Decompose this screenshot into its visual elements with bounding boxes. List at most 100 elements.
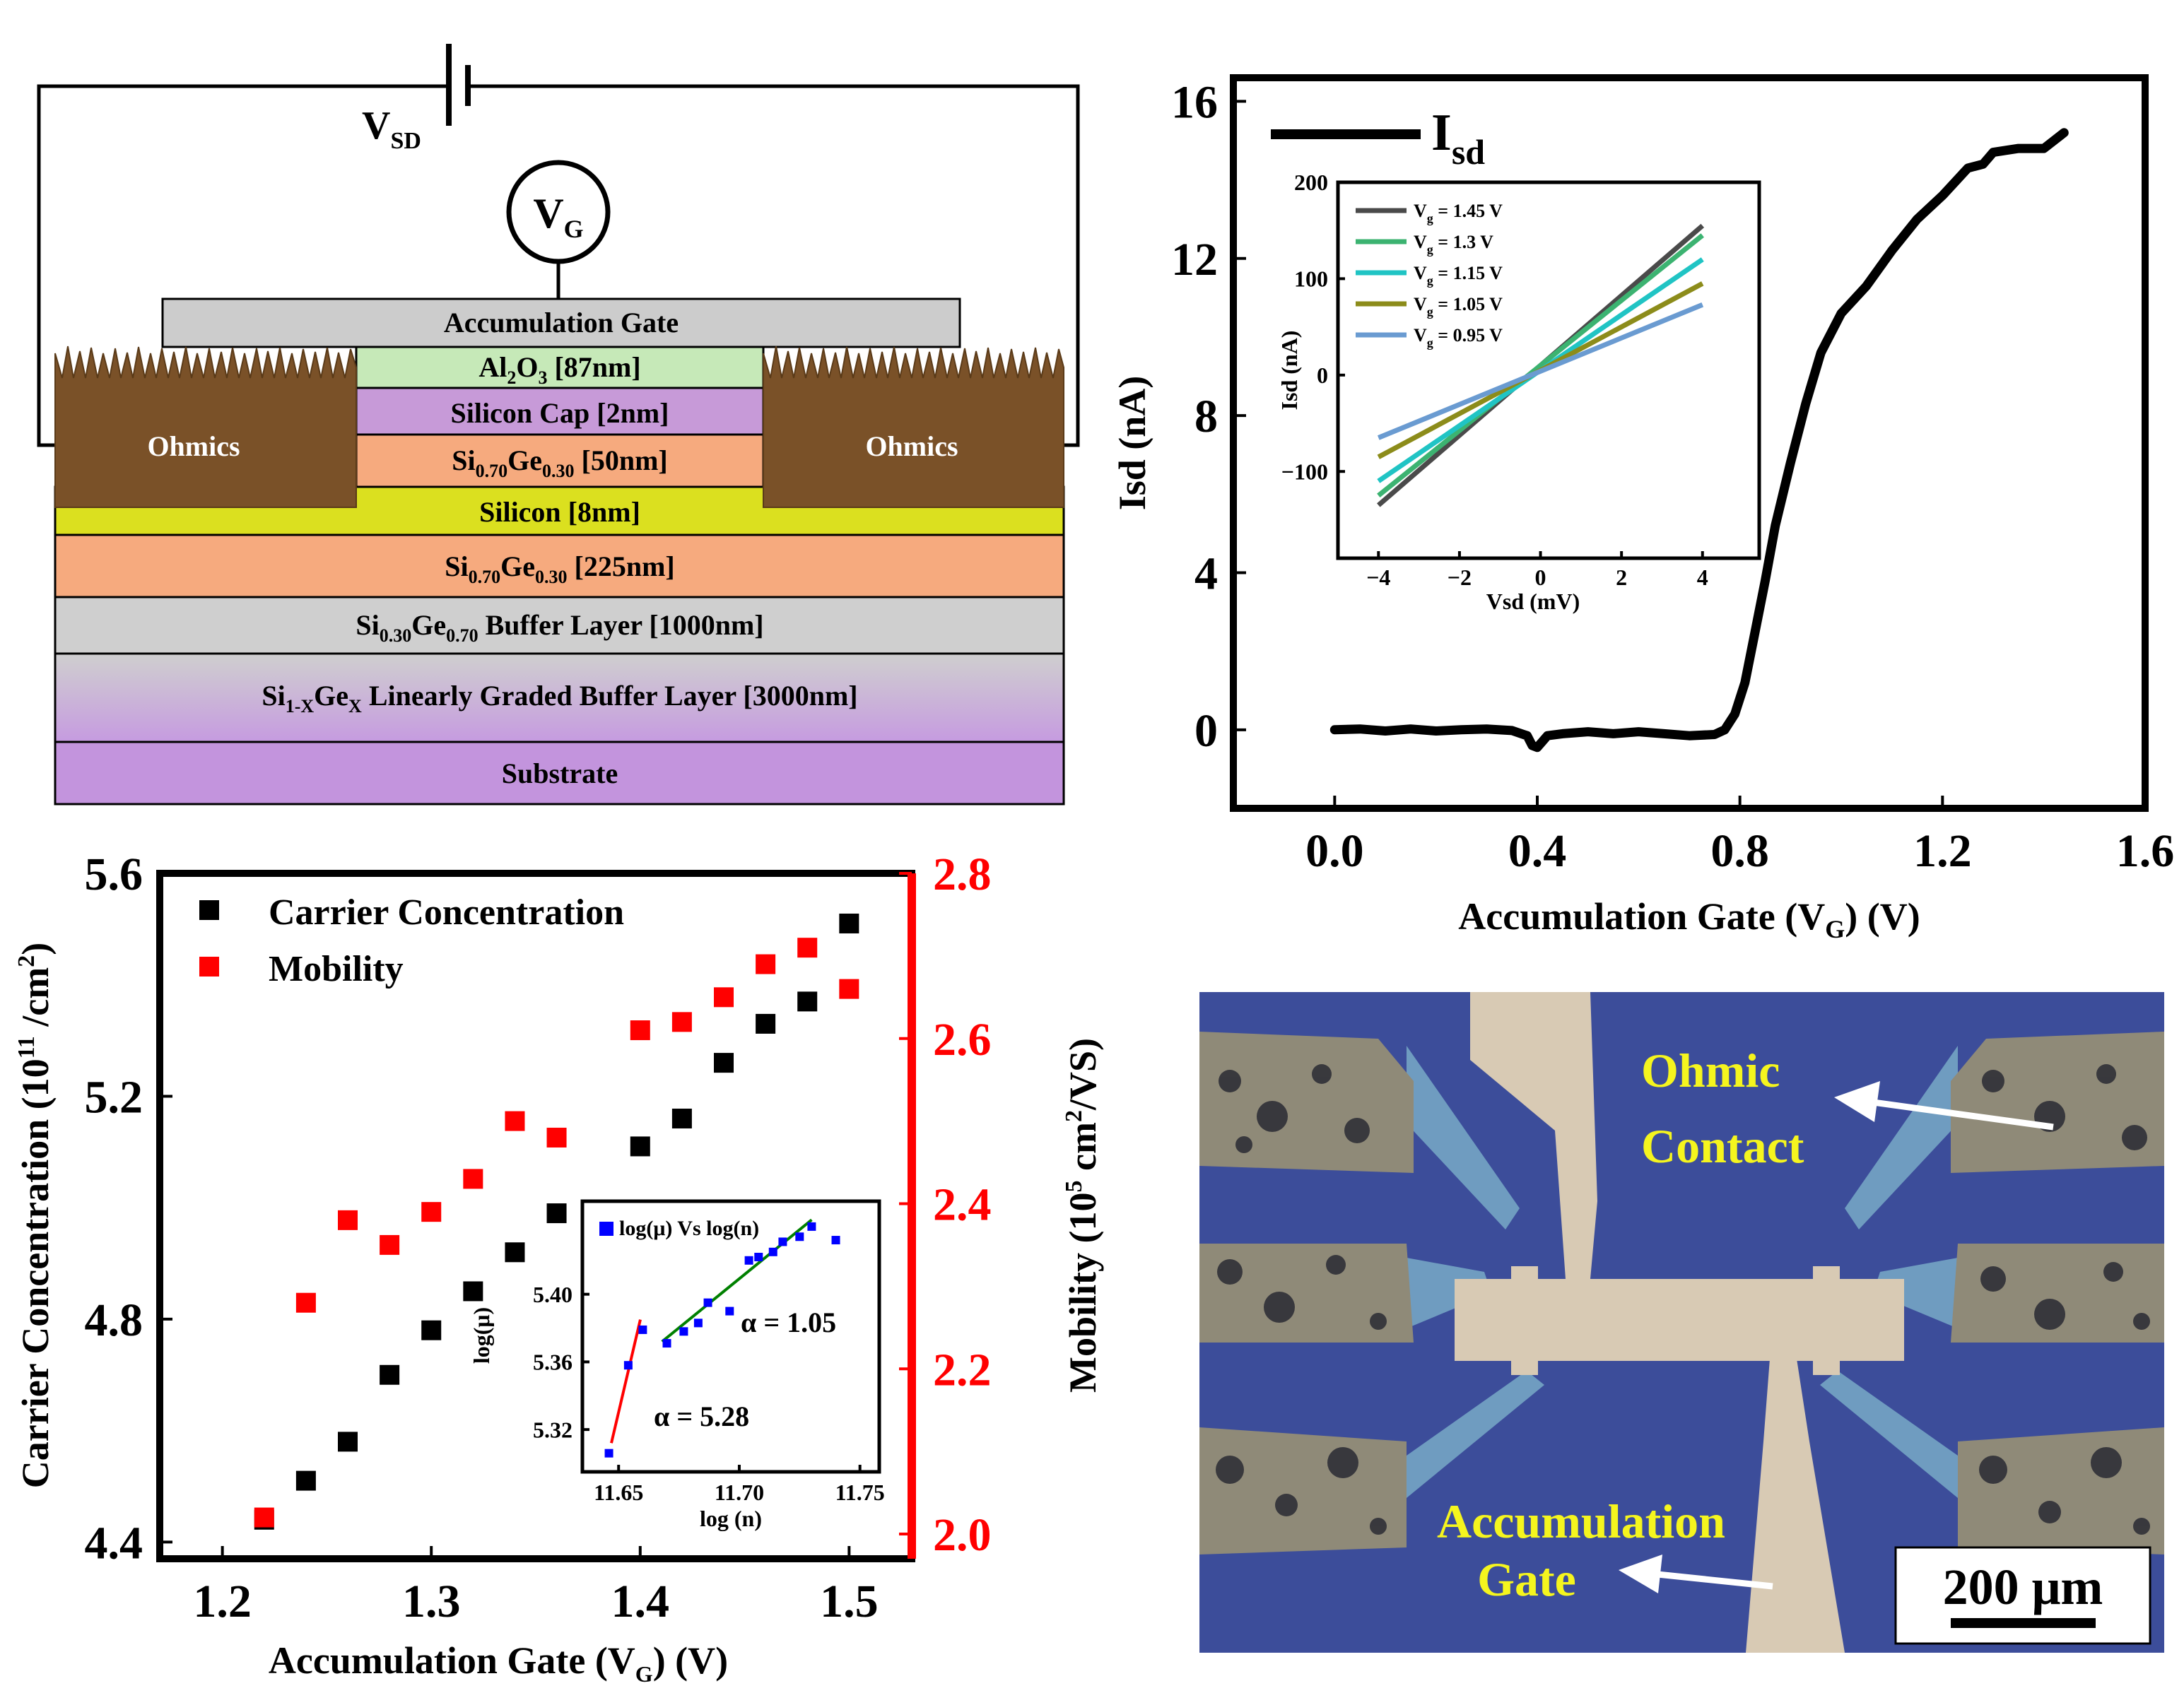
inset-point <box>807 1222 816 1231</box>
right-y-tick-label: 2.6 <box>933 1014 992 1066</box>
x-tick-label: 1.3 <box>402 1576 461 1627</box>
ohmic-contact-label-line2: Contact <box>1641 1119 1804 1173</box>
ohmics-left-label: Ohmics <box>147 430 240 462</box>
concentration-point <box>380 1364 400 1385</box>
concentration-point <box>421 1320 442 1340</box>
concentration-point <box>797 991 818 1012</box>
ohmic-pad <box>1951 1032 2164 1173</box>
inset-point <box>693 1319 703 1328</box>
inset-y-tick-label: 0 <box>1317 362 1328 388</box>
inset-fit-label-red: α = 5.28 <box>654 1400 749 1432</box>
ohmic-arrow-head <box>1834 1081 1880 1122</box>
y-tick-label: 0 <box>1194 705 1218 757</box>
plot-frame <box>1230 74 2149 812</box>
inset-y-axis-label: log(μ) <box>469 1307 494 1364</box>
ohmic-arrow-shaft <box>1872 1099 2054 1131</box>
ohmic-arm <box>1407 1258 1491 1328</box>
ohmic-arm <box>1873 1258 1958 1328</box>
ohmic-contact-left <box>54 346 357 508</box>
silicon-cap-label: Silicon Cap [2nm] <box>451 397 669 429</box>
mobility-point <box>463 1169 483 1189</box>
buffer-layer <box>54 596 1065 655</box>
mobility-point <box>505 1111 525 1131</box>
x-tick-label: 0.8 <box>1710 825 1769 877</box>
ohmic-arm <box>1820 1371 1958 1498</box>
x-tick-label: 1.2 <box>1913 825 1972 877</box>
mobility-point <box>756 954 776 974</box>
top-gate-lead <box>1470 992 1597 1279</box>
inset-point <box>638 1325 647 1334</box>
inset-legend-label: Vg = 1.05 V <box>1414 294 1503 319</box>
inset-x-tick-label: 11.75 <box>835 1480 885 1505</box>
left-y-tick-label: 5.6 <box>85 849 143 900</box>
inset-y-tick-label: −100 <box>1281 459 1328 484</box>
gate-voltage-meter <box>506 160 611 264</box>
inset-frame <box>580 1199 881 1474</box>
ohmic-pad <box>1199 1032 1414 1173</box>
inset-legend-label: log(μ) Vs log(n) <box>619 1217 759 1240</box>
inset-point <box>703 1298 712 1307</box>
inset-series-line <box>1377 233 1704 498</box>
ohmic-arm <box>1845 1046 1958 1229</box>
y-tick-label: 4 <box>1194 548 1218 600</box>
inset-x-tick-label: 0 <box>1535 565 1546 590</box>
inset-x-tick-label: 11.70 <box>715 1480 764 1505</box>
inset-point <box>662 1339 671 1348</box>
legend-marker-mobility <box>199 957 219 977</box>
x-tick-label: 1.5 <box>820 1576 879 1627</box>
circuit-wire <box>466 84 1080 447</box>
mobility-point <box>295 1292 316 1313</box>
legend-marker-concentration <box>199 900 219 920</box>
legend-label-mobility: Mobility <box>269 949 404 989</box>
y-tick-label: 16 <box>1171 76 1218 128</box>
concentration-point <box>630 1136 650 1157</box>
inset-x-axis-label: log (n) <box>700 1506 762 1531</box>
concentration-point <box>671 1108 692 1128</box>
accumulation-gate-label-line2: Gate <box>1477 1552 1576 1606</box>
inset-legend-label: Vg = 0.95 V <box>1414 325 1503 350</box>
y-tick-label: 12 <box>1171 234 1218 285</box>
ohmic-pad <box>1199 1244 1414 1343</box>
concentration-point <box>756 1013 776 1034</box>
bottom-gate-lead <box>1746 1350 1845 1653</box>
al2o3-label: Al2O3 [87nm] <box>479 351 640 388</box>
vg-label: VG <box>533 190 583 243</box>
silicon-8nm-label: Silicon [8nm] <box>479 496 640 528</box>
inset-point <box>679 1327 688 1336</box>
mobility-point <box>338 1210 358 1230</box>
ohmic-pad <box>1958 1427 2164 1555</box>
vsd-label: VSD <box>362 104 421 154</box>
inset-x-tick-label: 4 <box>1697 565 1708 590</box>
inset-point <box>744 1256 753 1265</box>
inset-y-tick-label: 5.36 <box>533 1350 573 1375</box>
inset-point <box>795 1232 804 1241</box>
concentration-point <box>463 1281 483 1302</box>
inset-point <box>623 1361 633 1370</box>
inset-x-tick-label: 11.65 <box>594 1480 643 1505</box>
mobility-point <box>797 938 818 958</box>
scale-bar <box>1951 1618 2096 1628</box>
y-axis-label: Isd (nA) <box>1111 376 1153 511</box>
x-tick-label: 0.0 <box>1305 825 1364 877</box>
isd-curve <box>1329 128 2069 753</box>
graded-buffer-layer <box>54 652 1065 743</box>
x-tick-label: 1.2 <box>193 1576 252 1627</box>
ohmic-arm <box>1407 1371 1544 1498</box>
concentration-point <box>714 1053 734 1073</box>
inset-y-tick-label: 5.32 <box>533 1417 573 1442</box>
sige-50nm-label: Si0.70Ge0.30 [50nm] <box>452 444 667 481</box>
inset-x-tick-label: 2 <box>1616 565 1627 590</box>
mobility-point <box>671 1012 692 1032</box>
inset-y-tick-label: 5.40 <box>533 1282 573 1307</box>
inset-point <box>604 1449 613 1458</box>
right-y-tick-label: 2.2 <box>933 1344 992 1396</box>
gate-arrow-head <box>1619 1555 1662 1593</box>
left-y-tick-label: 5.2 <box>85 1072 143 1123</box>
accumulation-gate-label-line1: Accumulation <box>1437 1494 1725 1548</box>
inset-legend-label: Vg = 1.3 V <box>1414 232 1493 256</box>
x-tick-label: 1.4 <box>611 1576 670 1627</box>
inset-legend-label: Vg = 1.15 V <box>1414 263 1503 288</box>
y-tick-label: 8 <box>1194 391 1218 442</box>
inset-point <box>754 1252 763 1261</box>
isd-vs-vg-chart: 0.0 0.4 0.8 1.2 1.6 0 4 8 12 16 Isd (nA) Accumul… <box>1111 74 2174 943</box>
